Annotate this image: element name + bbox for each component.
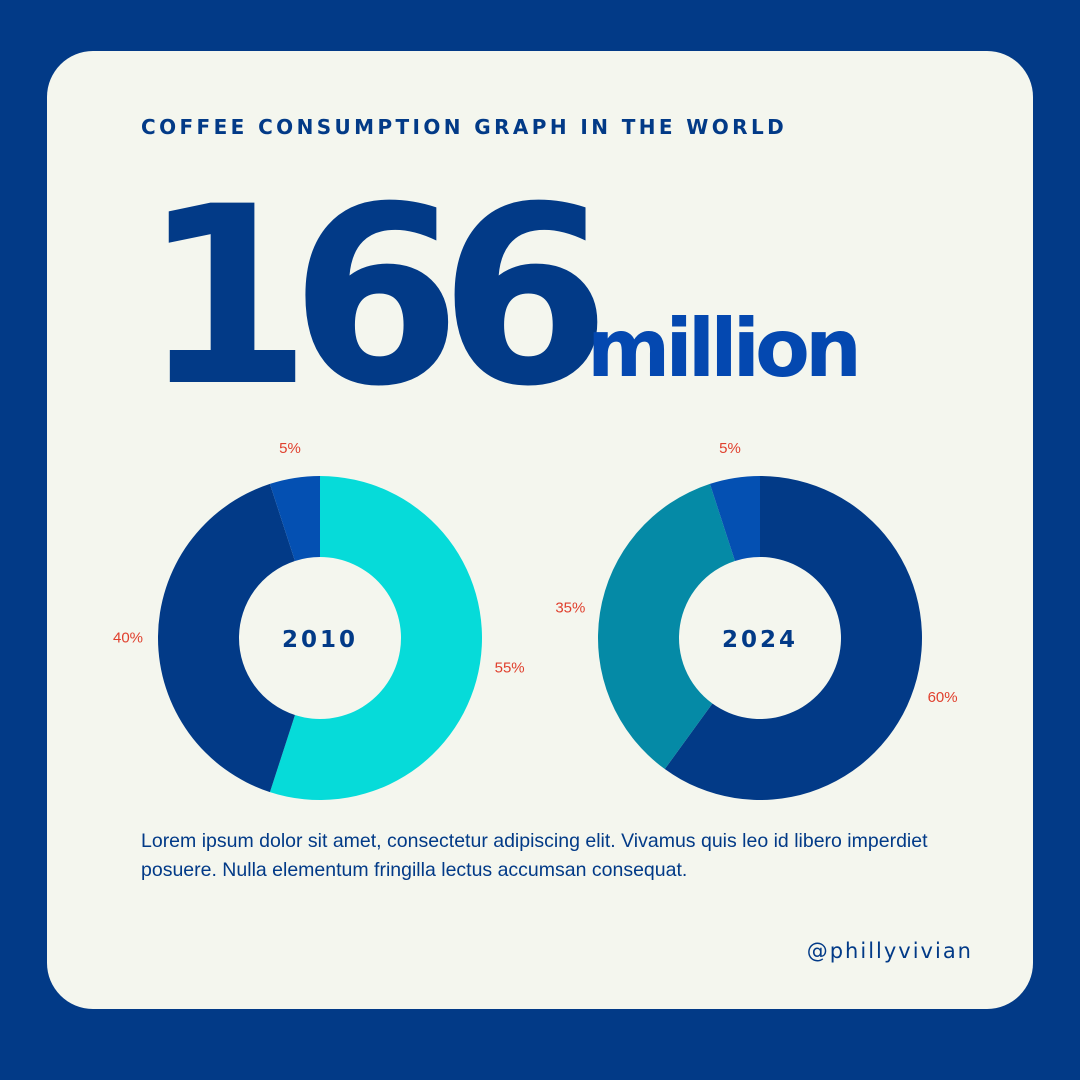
slice-label: 60%	[928, 689, 958, 706]
donut-slice-60	[664, 476, 922, 801]
slice-label: 5%	[279, 440, 301, 457]
donut-chart-2024: 60% 35% 5% 2024	[555, 440, 958, 801]
slice-label: 35%	[555, 599, 585, 616]
slice-label: 55%	[495, 660, 525, 677]
donut-slice-55	[269, 476, 482, 800]
donut-chart-2010: 55% 40% 5% 2010	[113, 440, 525, 800]
headline-number: 166	[141, 155, 610, 441]
author-handle: @phillyvivian	[806, 939, 973, 963]
donut-center-label: 2010	[282, 627, 358, 653]
page-title: COFFEE CONSUMPTION GRAPH IN THE WORLD	[141, 115, 788, 139]
donut-slice-5	[269, 476, 320, 561]
slice-label: 5%	[719, 440, 741, 457]
donut-slice-5	[709, 476, 760, 561]
slice-label: 40%	[113, 630, 143, 647]
donut-center-label: 2024	[722, 627, 798, 653]
donut-slice-35	[598, 483, 735, 770]
donut-slice-40	[158, 483, 295, 793]
description-text: Lorem ipsum dolor sit amet, consectetur …	[141, 830, 928, 881]
headline-unit: million	[587, 302, 862, 395]
